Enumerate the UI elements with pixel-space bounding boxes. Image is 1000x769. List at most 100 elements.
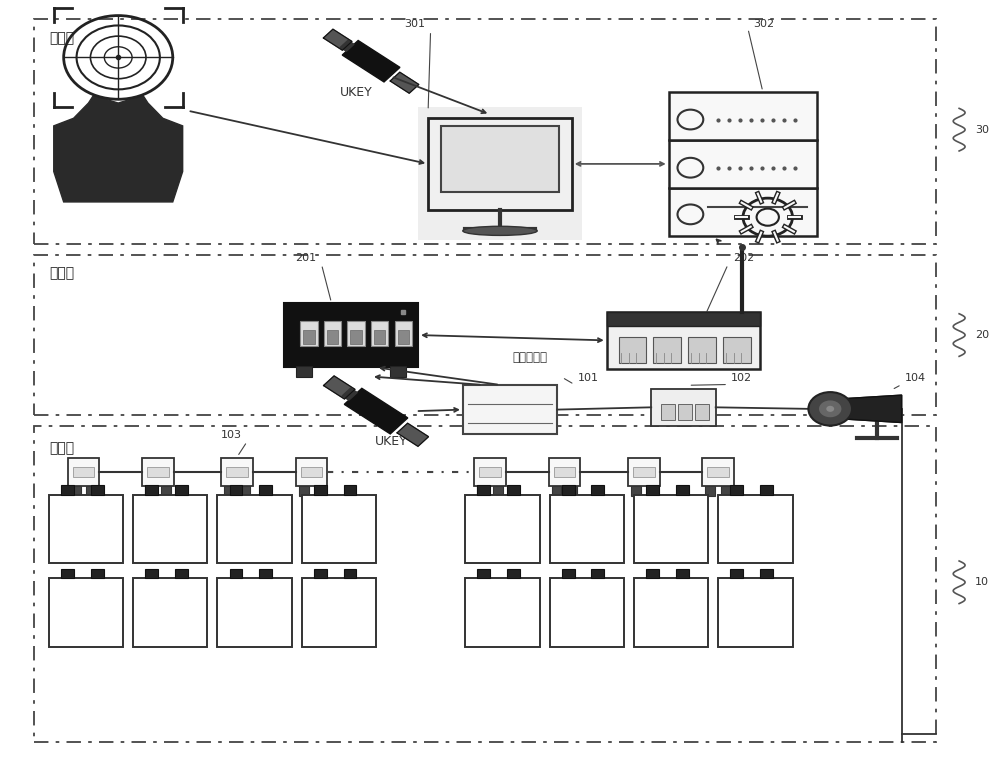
Bar: [562, 568, 575, 578]
Text: UKEY: UKEY: [375, 435, 407, 448]
Bar: [479, 468, 501, 477]
Bar: [418, 107, 582, 240]
Bar: [463, 384, 557, 434]
Bar: [549, 458, 580, 487]
Bar: [226, 468, 248, 477]
Bar: [631, 486, 641, 495]
Bar: [669, 188, 817, 236]
Bar: [607, 312, 760, 326]
Polygon shape: [54, 95, 183, 202]
Bar: [567, 486, 577, 495]
Bar: [34, 255, 936, 415]
Bar: [91, 568, 104, 578]
Bar: [299, 486, 309, 495]
Bar: [145, 486, 155, 495]
Bar: [634, 494, 708, 563]
Polygon shape: [323, 29, 352, 50]
Bar: [133, 578, 207, 647]
Bar: [224, 486, 234, 495]
Bar: [493, 486, 503, 495]
Bar: [428, 118, 572, 209]
Bar: [465, 494, 540, 563]
Bar: [145, 568, 158, 578]
Text: UKEY: UKEY: [340, 85, 373, 98]
Text: 202: 202: [733, 253, 754, 263]
Bar: [619, 337, 646, 363]
Circle shape: [826, 406, 834, 412]
Bar: [633, 468, 655, 477]
Bar: [669, 140, 817, 188]
Bar: [302, 494, 376, 563]
Bar: [34, 426, 936, 742]
Bar: [395, 321, 412, 346]
Bar: [175, 485, 188, 494]
Bar: [676, 485, 689, 494]
Bar: [259, 568, 272, 578]
Polygon shape: [342, 41, 400, 82]
Polygon shape: [340, 40, 354, 52]
Bar: [646, 568, 659, 578]
Bar: [688, 337, 716, 363]
Ellipse shape: [463, 226, 537, 235]
Text: 点对点加密: 点对点加密: [512, 351, 547, 365]
Text: 10: 10: [975, 578, 989, 588]
Bar: [230, 485, 242, 494]
Bar: [175, 568, 188, 578]
Text: 104: 104: [905, 373, 926, 383]
Polygon shape: [390, 72, 419, 93]
Bar: [651, 389, 716, 425]
Bar: [661, 404, 675, 420]
Bar: [552, 486, 561, 495]
Bar: [760, 568, 773, 578]
Bar: [61, 485, 74, 494]
Polygon shape: [344, 388, 408, 434]
Bar: [259, 485, 272, 494]
Bar: [145, 485, 158, 494]
Text: 101: 101: [577, 373, 598, 383]
Bar: [477, 485, 490, 494]
Bar: [324, 321, 341, 346]
Bar: [68, 458, 99, 487]
Bar: [314, 568, 327, 578]
Text: 302: 302: [753, 18, 774, 28]
Bar: [147, 468, 169, 477]
Bar: [474, 458, 506, 487]
Bar: [230, 568, 242, 578]
Text: 20: 20: [975, 330, 989, 340]
Bar: [441, 126, 559, 192]
Circle shape: [808, 392, 852, 425]
Bar: [217, 494, 292, 563]
Bar: [71, 486, 81, 495]
Bar: [303, 330, 315, 344]
Bar: [302, 578, 376, 647]
Bar: [723, 337, 751, 363]
Bar: [86, 486, 96, 495]
Polygon shape: [827, 395, 902, 422]
Bar: [634, 578, 708, 647]
Bar: [390, 366, 406, 377]
Bar: [669, 92, 817, 140]
Bar: [695, 404, 709, 420]
Bar: [628, 458, 660, 487]
Bar: [221, 458, 253, 487]
Bar: [647, 486, 657, 495]
Bar: [350, 330, 362, 344]
Bar: [562, 485, 575, 494]
Circle shape: [818, 400, 842, 418]
Text: 201: 201: [295, 253, 317, 263]
Bar: [161, 486, 171, 495]
Text: 102: 102: [731, 373, 752, 383]
Bar: [646, 485, 659, 494]
Polygon shape: [324, 376, 355, 399]
Bar: [374, 330, 385, 344]
Bar: [702, 458, 734, 487]
Bar: [507, 568, 520, 578]
Bar: [678, 404, 692, 420]
Bar: [61, 568, 74, 578]
Bar: [344, 568, 356, 578]
Bar: [705, 486, 715, 495]
Polygon shape: [397, 423, 429, 446]
Bar: [718, 494, 793, 563]
Bar: [296, 366, 312, 377]
Bar: [730, 485, 743, 494]
